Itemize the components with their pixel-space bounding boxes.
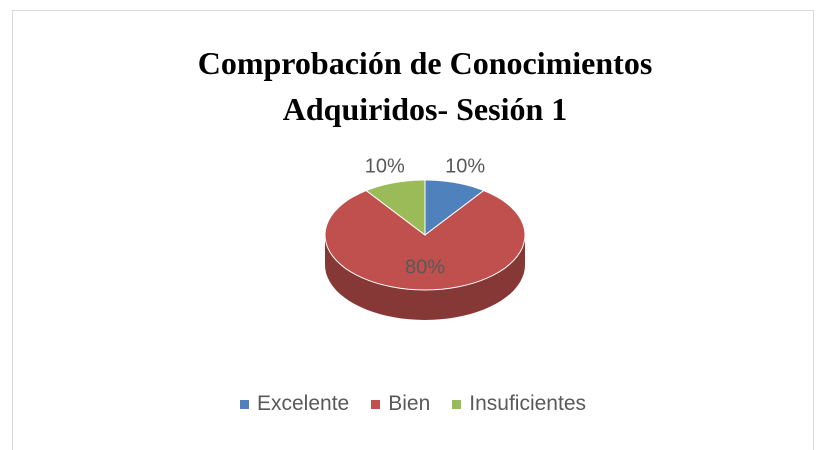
- legend-item: Bien: [371, 392, 430, 416]
- pie-slice: [424, 179, 485, 237]
- chart-title: Comprobación de Conocimientos Adquiridos…: [197, 45, 653, 127]
- legend-item: Insuficientes: [452, 392, 586, 416]
- pie-side: [325, 235, 525, 320]
- legend-label: Excelente: [257, 392, 350, 415]
- data-label: 10%: [445, 155, 485, 177]
- legend: Excelente Bien Insuficientes: [0, 392, 826, 416]
- chart-frame: [12, 10, 814, 450]
- legend-item: Excelente: [240, 392, 349, 416]
- data-label: 80%: [405, 256, 445, 278]
- data-label: 10%: [365, 155, 405, 177]
- pie-slice: [365, 179, 426, 237]
- legend-swatch: [371, 399, 381, 409]
- legend-swatch: [240, 399, 249, 409]
- legend-label: Insuficientes: [469, 392, 586, 415]
- legend-label: Bien: [388, 392, 431, 415]
- legend-swatch: [452, 399, 462, 409]
- pie-slice: [324, 189, 526, 291]
